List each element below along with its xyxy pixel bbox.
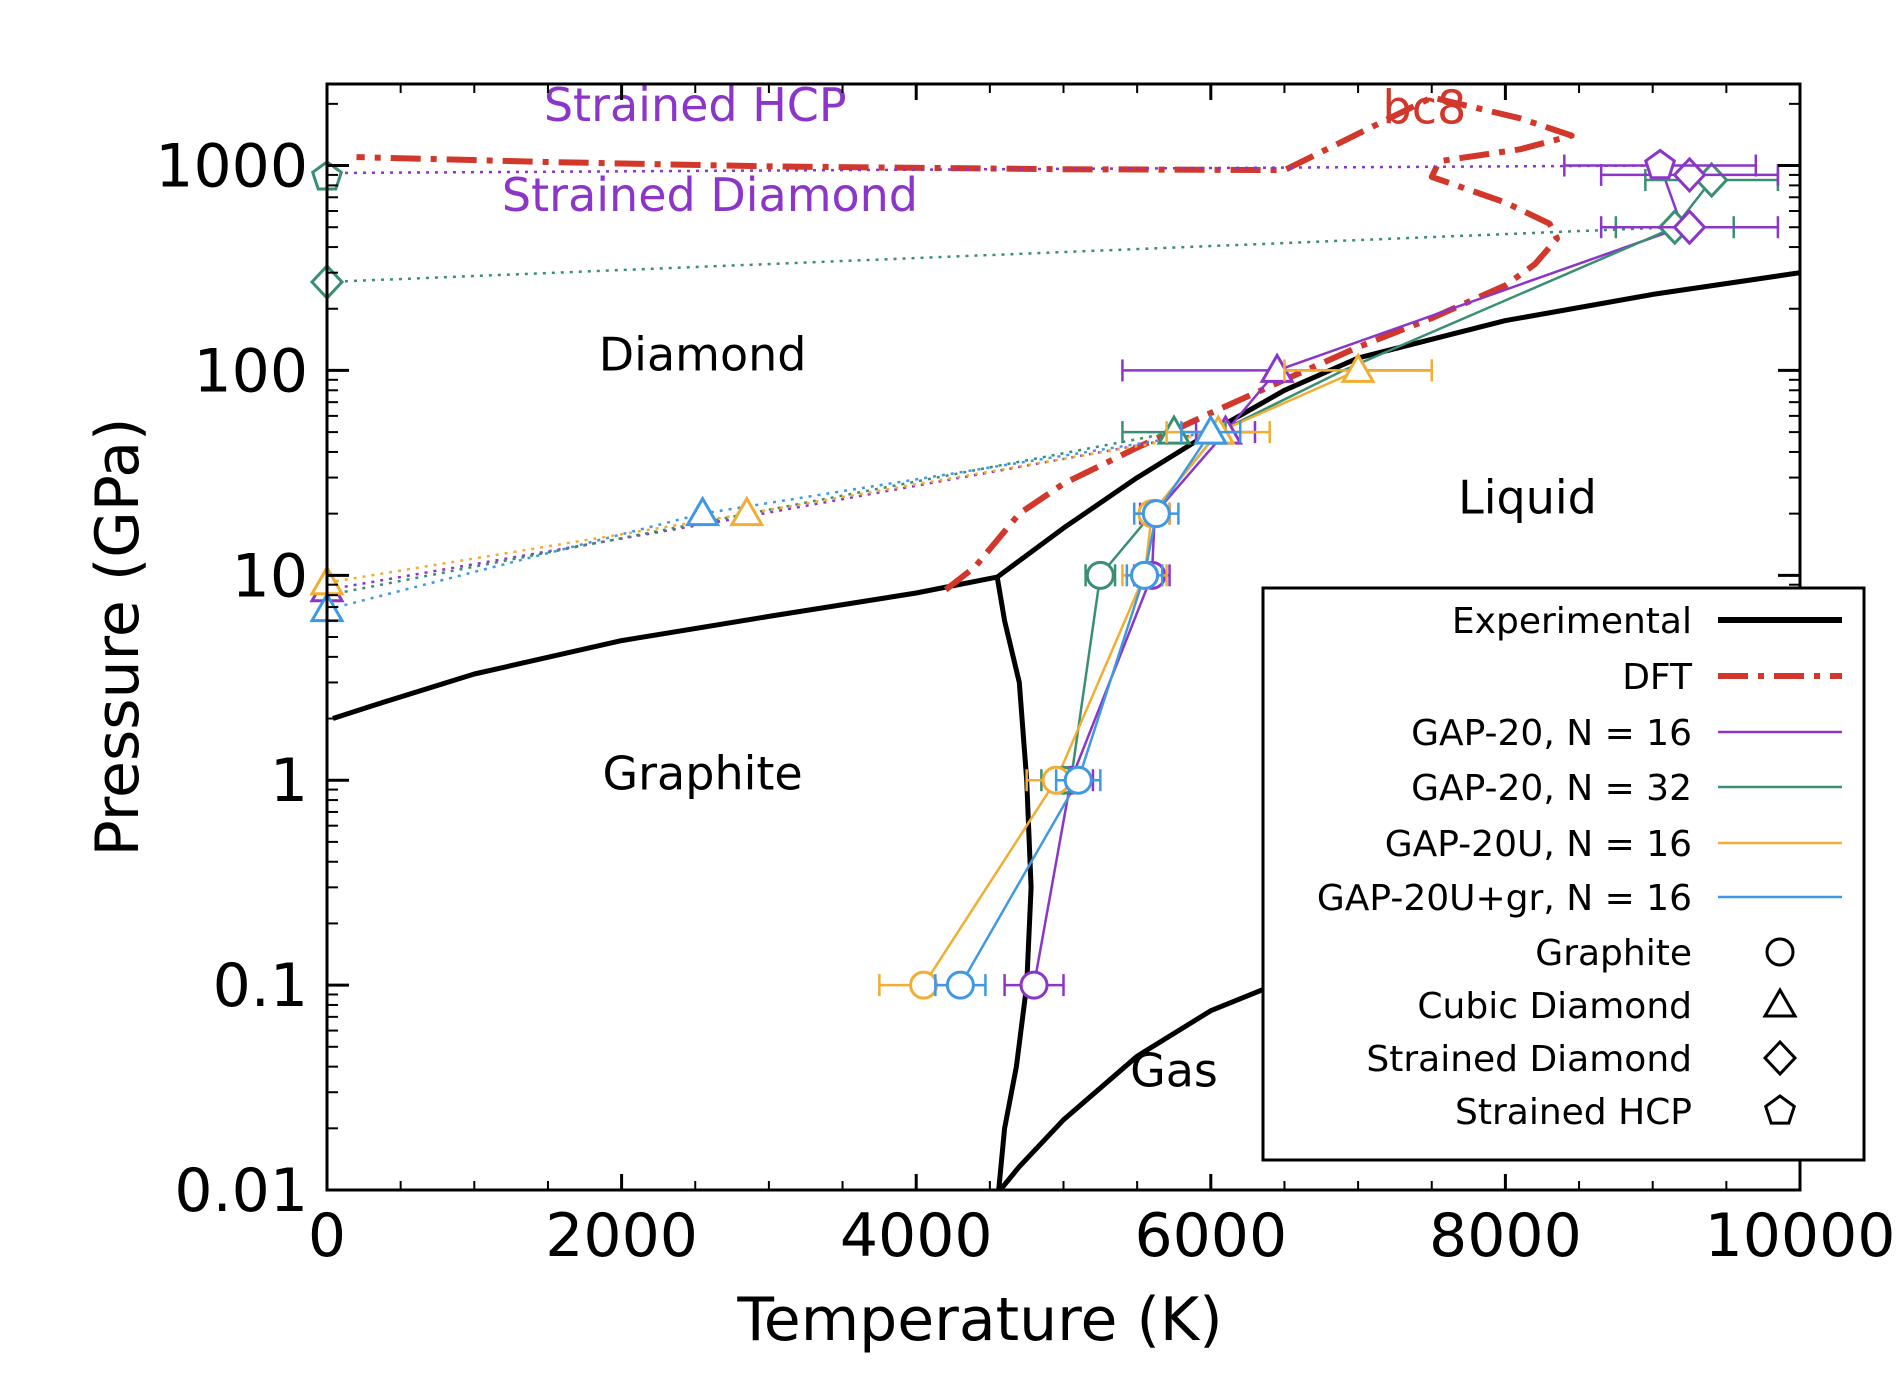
- dotted-line: [326, 430, 1219, 584]
- boundary-graphite-liquid: [994, 576, 1034, 1191]
- legend-label: Experimental: [1452, 601, 1692, 642]
- legend-marker-triangle: [1762, 986, 1798, 1018]
- marker-circle: [1141, 499, 1171, 529]
- legend-label: Strained HCP: [1455, 1092, 1692, 1133]
- dotted-line: [326, 430, 1175, 597]
- x-tick-label: 8000: [1429, 1201, 1582, 1271]
- marker-triangle: [1259, 352, 1295, 383]
- marker-circle: [909, 970, 939, 1000]
- marker-circle: [1085, 560, 1115, 590]
- marker-pentagon: [1644, 148, 1677, 180]
- region-label: Diamond: [599, 327, 807, 381]
- y-tick-label: 1000: [155, 132, 308, 202]
- legend-label: Strained Diamond: [1366, 1039, 1692, 1080]
- region-label: Gas: [1130, 1043, 1218, 1097]
- boundary-diamond-liquid: [995, 270, 1801, 580]
- x-tick-label: 10000: [1705, 1201, 1896, 1271]
- series-lines: [356, 94, 1713, 986]
- y-tick-label: 10: [232, 541, 308, 611]
- marker-diamond: [1672, 156, 1707, 194]
- dotted-line: [326, 225, 1675, 284]
- marker-triangle: [729, 495, 765, 527]
- series-line-gap-20u-n-16: [922, 369, 1359, 986]
- y-tick-label: 0.1: [213, 951, 308, 1021]
- dotted-line: [326, 430, 1212, 592]
- y-tick-label: 1: [270, 746, 308, 816]
- boundary-graphite-diamond: [332, 574, 998, 721]
- x-tick-label: 6000: [1134, 1201, 1287, 1271]
- marker-triangle: [685, 495, 721, 527]
- marker-diamond: [1672, 209, 1707, 246]
- y-tick-label: 0.01: [174, 1156, 308, 1226]
- legend-label: GAP-20U+gr, N = 16: [1317, 878, 1692, 919]
- x-axis-title: Temperature (K): [736, 1285, 1222, 1355]
- legend: Experimental DFT GAP-20, N = 16 GAP-20, N =…: [1261, 586, 1866, 1162]
- y-axis-title: Pressure (GPa): [83, 418, 153, 857]
- legend-marker-pentagon: [1763, 1094, 1797, 1125]
- dotted-extrapolations: [326, 164, 1675, 611]
- marker-circle: [1130, 560, 1160, 590]
- marker-triangle: [1193, 414, 1229, 445]
- legend-label: GAP-20, N = 16: [1411, 713, 1692, 754]
- data-markers: [309, 148, 1780, 1000]
- legend-marker-diamond: [1762, 1039, 1798, 1077]
- legend-label: Cubic Diamond: [1417, 986, 1692, 1027]
- series-line-dft: [356, 94, 1575, 593]
- marker-circle: [1063, 765, 1093, 795]
- x-tick-label: 2000: [545, 1201, 698, 1271]
- region-label: bc8: [1383, 81, 1467, 135]
- legend-label: DFT: [1622, 657, 1693, 698]
- x-tick-label: 0: [308, 1201, 346, 1271]
- dotted-line: [326, 164, 1661, 175]
- marker-triangle: [1156, 414, 1192, 445]
- series-line-gap-20-n-16: [1032, 165, 1684, 986]
- legend-label: GAP-20, N = 32: [1411, 768, 1692, 809]
- axis-ticks: 0 2000 4000 6000 8000 10000 0.01 0.1 1 10 100 1000: [155, 84, 1895, 1271]
- legend-label: Graphite: [1535, 933, 1692, 974]
- region-label: Liquid: [1458, 471, 1597, 525]
- region-label: Graphite: [603, 747, 803, 801]
- legend-marker-circle: [1765, 937, 1795, 967]
- marker-triangle: [1340, 352, 1376, 383]
- region-label: Strained Diamond: [502, 168, 918, 222]
- legend-label: GAP-20U, N = 16: [1385, 824, 1692, 865]
- marker-circle: [945, 970, 975, 1000]
- marker-circle: [1019, 970, 1049, 1000]
- legend-box: [1261, 586, 1866, 1162]
- y-tick-label: 100: [193, 336, 308, 406]
- x-tick-label: 4000: [840, 1201, 993, 1271]
